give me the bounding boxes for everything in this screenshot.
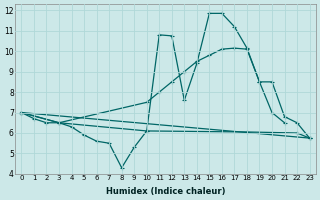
X-axis label: Humidex (Indice chaleur): Humidex (Indice chaleur) [106, 187, 225, 196]
